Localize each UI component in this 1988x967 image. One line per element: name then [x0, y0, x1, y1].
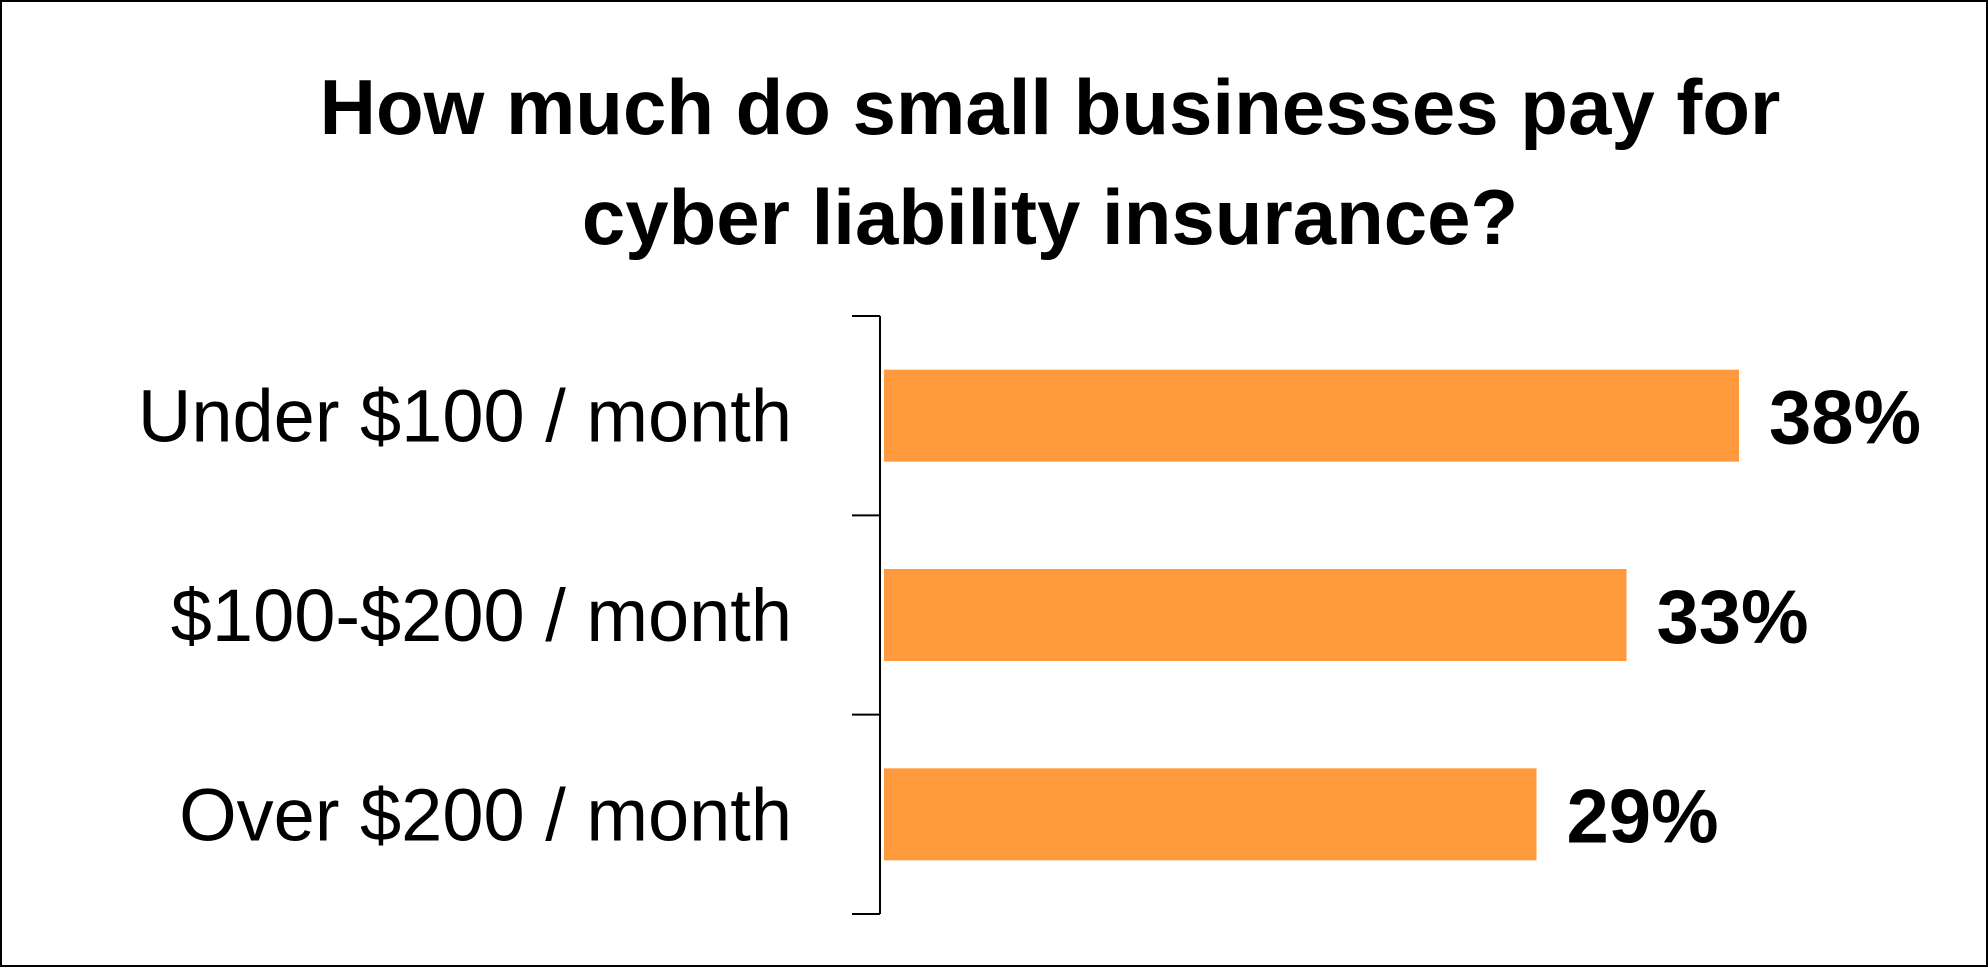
category-label-3: Over $200 / month — [179, 773, 792, 856]
data-label-2: 33% — [1657, 575, 1809, 660]
data-label-3: 29% — [1567, 774, 1719, 859]
bar-3 — [884, 768, 1537, 861]
data-label-1: 38% — [1769, 376, 1921, 461]
chart-title: How much do small businesses pay for cyb… — [300, 52, 1800, 272]
category-label-2: $100-$200 / month — [171, 574, 792, 657]
chart-title-line-2: cyber liability insurance? — [581, 173, 1519, 261]
category-label-1: Under $100 / month — [138, 375, 792, 458]
bar-2 — [884, 569, 1627, 661]
bar-1 — [884, 369, 1739, 462]
chart-title-line-1: How much do small businesses pay for — [319, 63, 1781, 151]
